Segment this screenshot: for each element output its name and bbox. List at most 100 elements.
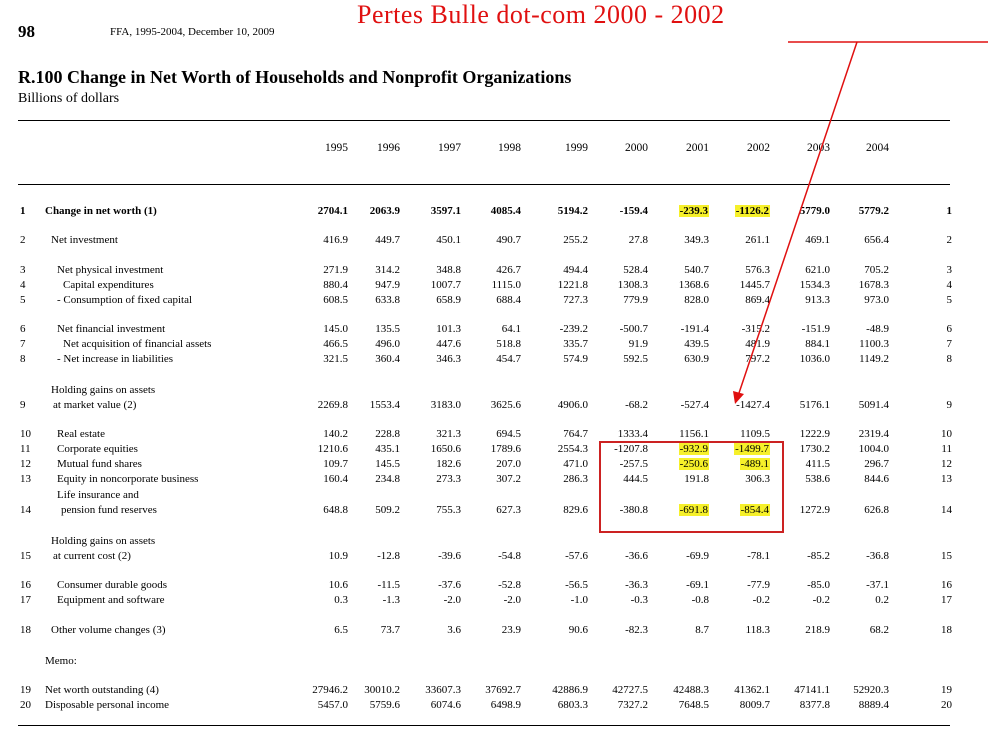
value-cell: -151.9 xyxy=(801,323,830,335)
value-cell: 630.9 xyxy=(684,353,709,365)
value-cell: 538.6 xyxy=(805,473,830,485)
line-number: 14 xyxy=(20,504,31,516)
value-cell: 688.4 xyxy=(496,294,521,306)
line-number: 12 xyxy=(20,458,31,470)
value-cell: -0.8 xyxy=(691,594,709,606)
value-cell: 435.1 xyxy=(375,443,400,455)
row-label: at market value (2) xyxy=(53,399,137,411)
value-cell: 1650.6 xyxy=(430,443,461,455)
value-cell: 271.9 xyxy=(323,264,348,276)
value-cell: -85.0 xyxy=(807,579,830,591)
line-number: 11 xyxy=(20,443,31,455)
value-cell: 182.6 xyxy=(436,458,461,470)
value-cell: -1207.8 xyxy=(614,443,648,455)
value-cell: -0.3 xyxy=(630,594,648,606)
value-cell: 2554.3 xyxy=(557,443,588,455)
value-cell: 73.7 xyxy=(380,624,400,636)
value-cell: -250.6 xyxy=(649,458,709,470)
row-label: Equity in noncorporate business xyxy=(57,473,199,485)
value-cell: 656.4 xyxy=(864,234,889,246)
value-cell: 2063.9 xyxy=(369,205,400,217)
value-cell: -37.6 xyxy=(438,579,461,591)
value-cell: 191.8 xyxy=(684,473,709,485)
year-header: 1996 xyxy=(377,142,400,154)
line-number-right: 7 xyxy=(946,338,953,350)
year-header: 1998 xyxy=(498,142,521,154)
value-cell: -1.3 xyxy=(382,594,400,606)
value-cell: 450.1 xyxy=(436,234,461,246)
value-cell: 6498.9 xyxy=(490,699,521,711)
table-row: Memo: xyxy=(0,655,1008,669)
value-cell: 10.6 xyxy=(328,579,348,591)
value-cell: 27946.2 xyxy=(312,684,348,696)
year-header: 2003 xyxy=(807,142,830,154)
highlighted-value: -854.4 xyxy=(739,504,770,516)
value-cell: 574.9 xyxy=(563,353,588,365)
value-cell: 416.9 xyxy=(323,234,348,246)
value-cell: 1678.3 xyxy=(858,279,889,291)
value-cell: -36.3 xyxy=(625,579,648,591)
year-header: 1999 xyxy=(565,142,588,154)
value-cell: 7648.5 xyxy=(678,699,709,711)
value-cell: 658.9 xyxy=(436,294,461,306)
value-cell: -1.0 xyxy=(570,594,588,606)
value-cell: 306.3 xyxy=(745,473,770,485)
year-header: 1997 xyxy=(438,142,461,154)
value-cell: 348.8 xyxy=(436,264,461,276)
row-label: pension fund reserves xyxy=(61,504,157,516)
value-cell: 5176.1 xyxy=(799,399,830,411)
table-row: 14 pension fund reserves 648.8 509.2 755.3 62… xyxy=(0,504,1008,518)
value-cell: 1109.5 xyxy=(740,428,770,440)
value-cell: 314.2 xyxy=(375,264,400,276)
value-cell: 947.9 xyxy=(375,279,400,291)
value-cell: 37692.7 xyxy=(485,684,521,696)
line-number-right: 6 xyxy=(946,323,953,335)
value-cell: 1333.4 xyxy=(617,428,648,440)
value-cell: -0.2 xyxy=(752,594,770,606)
row-label: at current cost (2) xyxy=(53,550,131,562)
table-row: 11 Corporate equities 1210.6 435.1 1650.6 178… xyxy=(0,443,1008,457)
value-cell: 1272.9 xyxy=(799,504,830,516)
value-cell: 5091.4 xyxy=(858,399,889,411)
value-cell: 829.6 xyxy=(563,504,588,516)
table-row: 9 at market value (2) 2269.8 1553.4 3183.0 36… xyxy=(0,399,1008,413)
value-cell: 321.5 xyxy=(323,353,348,365)
value-cell: -12.8 xyxy=(377,550,400,562)
row-label: Mutual fund shares xyxy=(57,458,142,470)
value-cell: 1100.3 xyxy=(859,338,889,350)
table-subtitle: Billions of dollars xyxy=(18,91,120,106)
value-cell: 469.1 xyxy=(805,234,830,246)
value-cell: 627.3 xyxy=(496,504,521,516)
value-cell: -52.8 xyxy=(498,579,521,591)
line-number-right: 5 xyxy=(946,294,953,306)
value-cell: 880.4 xyxy=(323,279,348,291)
value-cell: 27.8 xyxy=(628,234,648,246)
value-cell: 5779.2 xyxy=(858,205,889,217)
value-cell: 449.7 xyxy=(375,234,400,246)
line-number: 17 xyxy=(20,594,31,606)
table-row: 1 Change in net worth (1) 2704.1 2063.9 3597… xyxy=(0,205,1008,219)
annotation-arrowhead xyxy=(733,391,744,404)
row-label: Corporate equities xyxy=(57,443,138,455)
year-header: 2001 xyxy=(686,142,709,154)
table-title: R.100 Change in Net Worth of Households … xyxy=(18,67,572,87)
annotation-arrow-line xyxy=(737,41,858,397)
table-row: 17 Equipment and software 0.3 -1.3 -2.0 -2.0 -… xyxy=(0,594,1008,608)
value-cell: 411.5 xyxy=(805,458,830,470)
value-cell: 234.8 xyxy=(375,473,400,485)
value-cell: 7327.2 xyxy=(617,699,648,711)
row-label: Net acquisition of financial assets xyxy=(63,338,212,350)
value-cell: 1789.6 xyxy=(490,443,521,455)
table-row: 20 Disposable personal income 5457.0 5759.6… xyxy=(0,699,1008,713)
value-cell: 3.6 xyxy=(447,624,461,636)
value-cell: 8889.4 xyxy=(858,699,889,711)
value-cell: 0.3 xyxy=(334,594,348,606)
value-cell: 42727.5 xyxy=(612,684,648,696)
line-number-right: 16 xyxy=(941,579,952,591)
value-cell: -78.1 xyxy=(747,550,770,562)
value-cell: 8377.8 xyxy=(799,699,830,711)
value-cell: 490.7 xyxy=(496,234,521,246)
row-label: Net investment xyxy=(51,234,118,246)
table-row: 12 Mutual fund shares 109.7 145.5 182.6 207.0… xyxy=(0,458,1008,472)
value-cell: 447.6 xyxy=(436,338,461,350)
